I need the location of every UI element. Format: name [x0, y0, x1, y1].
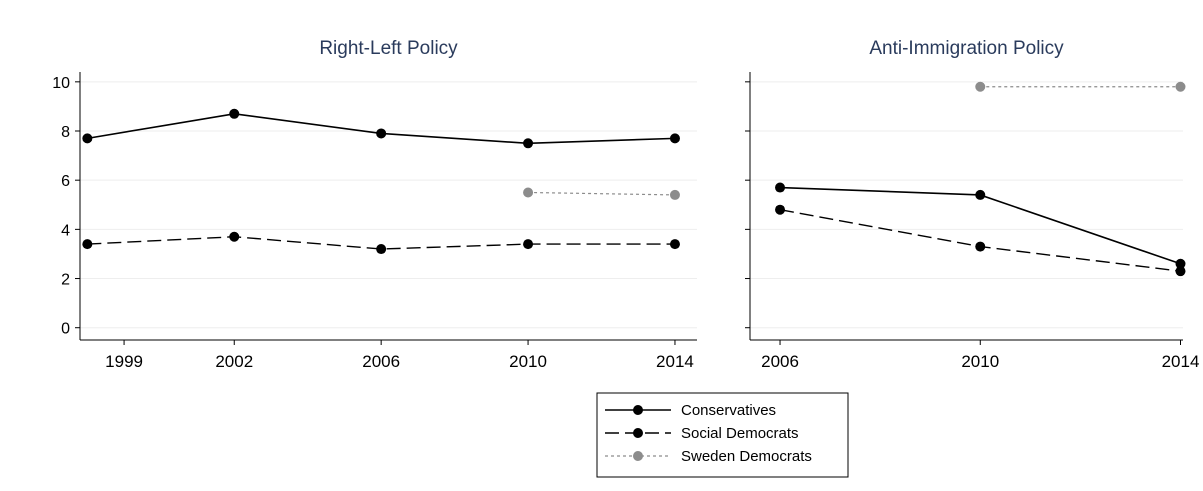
- panel-right-left-policy: Right-Left Policy 0 2 4 6 8 10 1999 2002 2006 2010…: [52, 38, 697, 371]
- y-tick-label: 10: [52, 75, 70, 92]
- data-point-social-democrats: [523, 239, 534, 250]
- data-point-conservatives: [1175, 258, 1186, 269]
- data-point-conservatives: [523, 138, 534, 149]
- data-point-conservatives: [775, 182, 786, 193]
- series-line-social-democrats: [87, 236, 675, 250]
- legend-label-social-democrats: Social Democrats: [681, 425, 799, 442]
- chart-title: Anti-Immigration Policy: [869, 38, 1064, 59]
- x-tick-label: 2014: [1162, 352, 1200, 371]
- x-tick-label: 2014: [656, 352, 694, 371]
- series-line-sweden-democrats: [528, 191, 675, 196]
- chart-title: Right-Left Policy: [319, 38, 458, 59]
- data-point-social-democrats: [376, 244, 387, 255]
- legend-swatch-marker-sweden-democrats: [633, 451, 643, 461]
- data-point-social-democrats: [1175, 266, 1186, 277]
- x-tick-label: 2006: [362, 352, 400, 371]
- data-point-social-democrats: [975, 241, 986, 252]
- x-tick-label: 2002: [215, 352, 253, 371]
- panel-anti-immigration-policy: Anti-Immigration Policy 2006 2010 2014: [745, 38, 1199, 371]
- data-point-sweden-democrats: [669, 189, 680, 200]
- x-tick-label: 2010: [509, 352, 547, 371]
- data-point-sweden-democrats: [975, 81, 986, 92]
- legend-swatch-marker-conservatives: [633, 405, 643, 415]
- x-tick-label: 1999: [105, 352, 143, 371]
- y-tick-label: 4: [61, 222, 70, 239]
- legend-label-conservatives: Conservatives: [681, 402, 776, 419]
- y-tick-label: 2: [61, 272, 70, 289]
- data-point-conservatives: [669, 133, 680, 144]
- y-tick-label: 0: [61, 321, 70, 338]
- data-point-social-democrats: [775, 204, 786, 215]
- x-tick-label: 2006: [761, 352, 799, 371]
- legend-label-sweden-democrats: Sweden Democrats: [681, 448, 812, 465]
- y-tick-label: 6: [61, 173, 70, 190]
- data-point-conservatives: [229, 108, 240, 119]
- y-tick-label: 8: [61, 124, 70, 141]
- data-point-social-democrats: [82, 239, 93, 250]
- series-line-social-democrats: [779, 208, 1181, 272]
- data-point-conservatives: [82, 133, 93, 144]
- data-point-social-democrats: [229, 231, 240, 242]
- data-point-conservatives: [376, 128, 387, 139]
- data-point-conservatives: [975, 189, 986, 200]
- data-point-social-democrats: [669, 239, 680, 250]
- data-point-sweden-democrats: [523, 187, 534, 198]
- data-point-sweden-democrats: [1175, 81, 1186, 92]
- x-tick-label: 2010: [961, 352, 999, 371]
- legend: Conservatives Social Democrats Sweden Demo…: [596, 392, 849, 478]
- legend-swatch-marker-social-democrats: [633, 428, 643, 438]
